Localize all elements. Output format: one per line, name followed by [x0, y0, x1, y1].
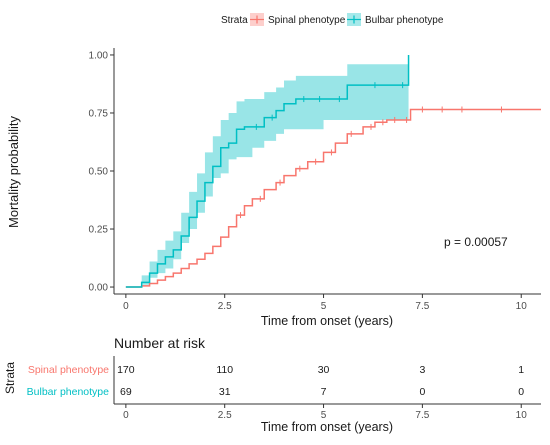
- y-tick-label: 0.25: [89, 225, 109, 236]
- confidence-bands: [125, 54, 409, 288]
- risk-table-strata-label: Strata: [3, 362, 17, 394]
- x-tick-label: 2.5: [218, 301, 232, 312]
- survival-curve-bulbar: [125, 54, 410, 288]
- risk-row-label-bulbar: Bulbar phenotype: [27, 386, 109, 398]
- confidence-band-bulbar: [125, 54, 409, 288]
- y-tick-label: 0.75: [89, 108, 109, 119]
- risk-cell-bulbar: 7: [321, 386, 327, 398]
- risk-x-tick-label: 2.5: [218, 410, 232, 421]
- risk-row-label-spinal: Spinal phenotype: [28, 364, 109, 376]
- risk-x-tick-label: 7.5: [415, 410, 429, 421]
- risk-x-axis-ticks: 0 2.5 5 7.5 10: [123, 404, 527, 421]
- y-tick-label: 0.50: [89, 167, 109, 178]
- risk-cell-spinal: 170: [117, 364, 135, 376]
- legend-label-spinal: Spinal phenotype: [268, 15, 346, 26]
- x-axis-ticks: 0 2.5 5 7.5 10: [123, 294, 527, 312]
- y-tick-label: 0.00: [89, 283, 109, 294]
- p-value-annotation: p = 0.00057: [444, 235, 508, 249]
- risk-cell-bulbar: 69: [120, 386, 132, 398]
- risk-table: Number at risk Strata Spinal phenotype B…: [3, 335, 541, 434]
- risk-x-tick-label: 5: [321, 410, 327, 421]
- x-tick-label: 7.5: [415, 301, 429, 312]
- risk-cell-bulbar: 31: [219, 386, 231, 398]
- censor-marks: [240, 82, 502, 219]
- x-axis-title: Time from onset (years): [261, 314, 393, 328]
- risk-x-tick-label: 0: [123, 410, 129, 421]
- y-tick-label: 1.00: [89, 50, 109, 61]
- risk-x-axis-title: Time from onset (years): [261, 420, 393, 434]
- risk-table-title: Number at risk: [114, 335, 206, 351]
- risk-cell-spinal: 110: [216, 364, 233, 376]
- survival-curves: [125, 54, 541, 288]
- risk-cell-bulbar: 0: [419, 386, 425, 398]
- risk-table-cells: 170 110 30 3 169 31 7 0 0: [117, 364, 524, 398]
- y-axis-ticks: 0.00 0.25 0.50 0.75 1.00: [89, 50, 114, 294]
- legend-label-bulbar: Bulbar phenotype: [365, 15, 444, 26]
- y-axis-title: Mortality probability: [6, 116, 21, 228]
- risk-cell-bulbar: 0: [518, 386, 524, 398]
- risk-x-tick-label: 10: [516, 410, 528, 421]
- risk-cell-spinal: 1: [518, 364, 524, 376]
- survival-curve-spinal: [125, 108, 541, 288]
- x-tick-label: 5: [321, 301, 327, 312]
- legend-title: Strata: [221, 15, 248, 26]
- legend: Strata Spinal phenotype Bulbar phenotype: [221, 13, 444, 26]
- x-tick-label: 0: [123, 301, 129, 312]
- risk-cell-spinal: 30: [318, 364, 330, 376]
- survival-plot: 0.00 0.25 0.50 0.75 1.00 0 2.5 5 7.5 10 Mortalit…: [6, 48, 541, 328]
- x-tick-label: 10: [516, 301, 528, 312]
- risk-cell-spinal: 3: [419, 364, 425, 376]
